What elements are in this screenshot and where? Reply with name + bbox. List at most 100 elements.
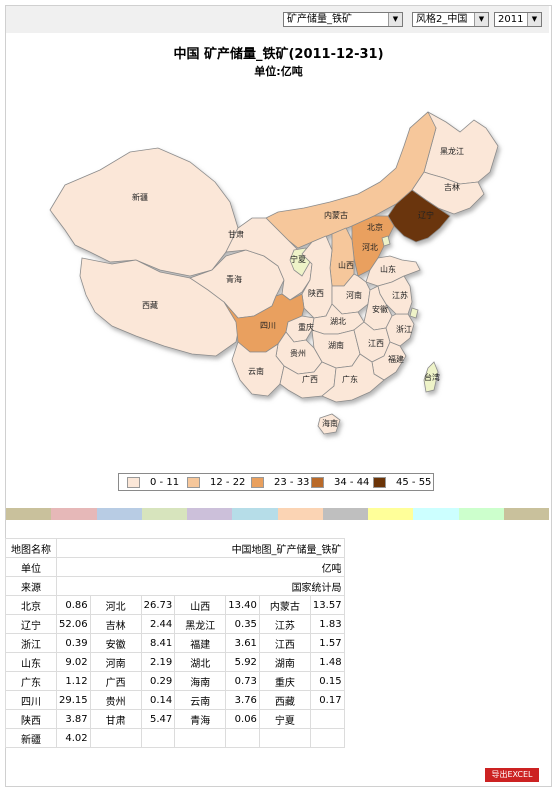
province-label: 山西 [338, 260, 354, 270]
legend-swatch [373, 477, 386, 488]
province-region[interactable] [49, 147, 239, 277]
strip-segment [6, 508, 52, 520]
strip-segment [51, 508, 97, 520]
strip-segment [368, 508, 414, 520]
table-cell: 0.06 [225, 709, 260, 729]
table-cell: 湖南 [258, 652, 311, 672]
table-cell [309, 728, 345, 748]
legend-label: 0 - 11 [150, 477, 180, 488]
table-cell: 内蒙古 [258, 595, 311, 615]
province-region[interactable] [317, 413, 341, 435]
table-cell [258, 728, 311, 748]
strip-segment [322, 508, 368, 520]
table-cell: 0.86 [56, 595, 91, 615]
indicator-select[interactable]: 矿产储量_铁矿 ▼ [283, 12, 403, 27]
color-strip [6, 508, 549, 520]
table-cell: 3.76 [225, 690, 260, 710]
table-cell: 西藏 [258, 690, 311, 710]
table-cell [140, 728, 176, 748]
year-select[interactable]: 2011 ▼ [494, 12, 542, 27]
data-table: 地图名称 中国地图_矿产储量_铁矿 单位 亿吨 来源 国家统计局 北京 0.86 河… [5, 538, 345, 748]
table-cell: 贵州 [89, 690, 142, 710]
province-region[interactable] [381, 235, 391, 247]
table-cell: 0.15 [309, 671, 345, 691]
province-label: 宁夏 [290, 254, 306, 264]
table-cell: 河南 [89, 652, 142, 672]
export-excel-button[interactable]: 导出EXCEL [485, 768, 539, 782]
indicator-select-value: 矿产储量_铁矿 [287, 14, 352, 25]
province-label: 内蒙古 [324, 210, 348, 220]
table-cell: 1.12 [56, 671, 91, 691]
table-row: 北京 0.86 河北 26.73 山西 13.40 内蒙古 13.57 [5, 595, 345, 615]
province-label: 北京 [367, 222, 383, 232]
province-region[interactable] [377, 275, 413, 315]
province-label: 贵州 [290, 348, 306, 358]
table-cell: 0.14 [140, 690, 176, 710]
table-cell: 9.02 [56, 652, 91, 672]
strip-segment [277, 508, 323, 520]
table-row: 地图名称 中国地图_矿产储量_铁矿 [5, 538, 345, 558]
table-cell: 吉林 [89, 614, 142, 634]
province-region[interactable] [423, 361, 439, 393]
chevron-down-icon[interactable]: ▼ [388, 13, 402, 26]
legend-label: 45 - 55 [396, 477, 432, 488]
table-cell: 地图名称 [5, 538, 57, 558]
strip-segment [141, 508, 187, 520]
legend-label: 12 - 22 [210, 477, 246, 488]
strip-segment [96, 508, 142, 520]
strip-segment [458, 508, 504, 520]
province-label: 云南 [248, 366, 264, 376]
legend-swatch [127, 477, 140, 488]
province-region[interactable] [387, 189, 451, 243]
table-cell: 3.87 [56, 709, 91, 729]
table-row: 陕西 3.87 甘肃 5.47 青海 0.06 宁夏 [5, 709, 345, 729]
table-cell: 3.61 [225, 633, 260, 653]
table-cell: 云南 [174, 690, 227, 710]
table-row: 新疆 4.02 [5, 728, 345, 748]
table-cell: 广西 [89, 671, 142, 691]
legend-swatch [311, 477, 324, 488]
legend-item: 34 - 44 [311, 477, 369, 488]
province-region[interactable] [265, 111, 437, 249]
legend-item: 12 - 22 [187, 477, 245, 488]
table-cell: 亿吨 [56, 557, 345, 577]
province-label: 台湾 [424, 372, 440, 382]
province-label: 新疆 [132, 192, 148, 202]
table-cell: 29.15 [56, 690, 91, 710]
province-region[interactable] [329, 227, 355, 287]
province-region[interactable] [321, 353, 385, 403]
table-row: 山东 9.02 河南 2.19 湖北 5.92 湖南 1.48 [5, 652, 345, 672]
table-cell: 国家统计局 [56, 576, 345, 596]
table-cell: 13.40 [225, 595, 260, 615]
province-region[interactable] [79, 257, 241, 357]
style-select[interactable]: 风格2_中国 ▼ [412, 12, 489, 27]
province-label: 辽宁 [418, 210, 434, 220]
strip-segment [187, 508, 233, 520]
table-cell: 四川 [5, 690, 57, 710]
province-label: 重庆 [298, 322, 314, 332]
table-cell: 2.19 [140, 652, 176, 672]
table-row: 来源 国家统计局 [5, 576, 345, 596]
legend-swatch [187, 477, 200, 488]
table-row: 广东 1.12 广西 0.29 海南 0.73 重庆 0.15 [5, 671, 345, 691]
province-region[interactable] [409, 307, 419, 319]
table-cell: 山东 [5, 652, 57, 672]
table-cell: 来源 [5, 576, 57, 596]
legend-swatch [251, 477, 264, 488]
strip-segment [503, 508, 549, 520]
province-label: 甘肃 [228, 229, 244, 239]
legend: 0 - 11 12 - 22 23 - 33 34 - 44 45 - 55 [118, 473, 434, 491]
table-cell: 甘肃 [89, 709, 142, 729]
legend-item: 23 - 33 [251, 477, 309, 488]
table-cell: 新疆 [5, 728, 57, 748]
chevron-down-icon[interactable]: ▼ [474, 13, 488, 26]
table-cell: 4.02 [56, 728, 91, 748]
chevron-down-icon[interactable]: ▼ [527, 13, 541, 26]
strip-segment [413, 508, 459, 520]
table-cell: 江苏 [258, 614, 311, 634]
province-label: 安徽 [372, 304, 388, 314]
province-region[interactable] [365, 255, 421, 287]
table-cell: 江西 [258, 633, 311, 653]
table-cell [89, 728, 142, 748]
